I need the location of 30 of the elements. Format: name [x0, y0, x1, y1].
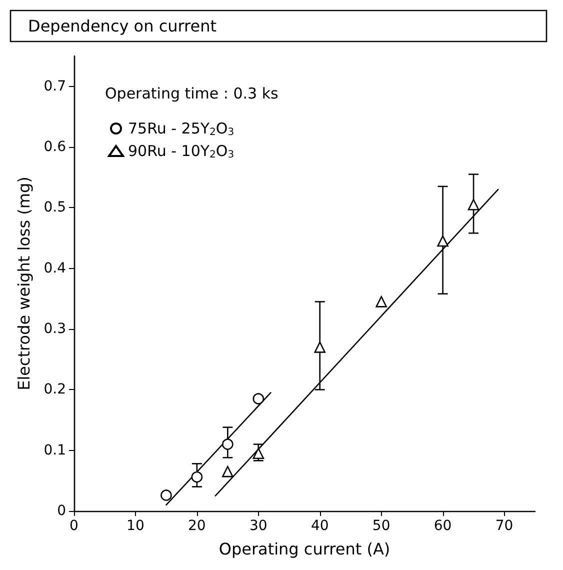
point	[376, 296, 387, 308]
x-tick-label: 60	[434, 518, 452, 534]
x-tick-label: 40	[310, 518, 329, 534]
point	[160, 490, 172, 501]
point	[314, 342, 326, 353]
x-tick-label: 0	[70, 518, 78, 534]
y-tick-label: 0.5	[44, 200, 66, 216]
point	[437, 235, 448, 247]
y-tick-label: 0.3	[44, 321, 66, 337]
point	[252, 448, 264, 460]
point	[252, 393, 264, 404]
x-tick-label: 50	[372, 518, 390, 534]
y-tick-label: 0.1	[44, 442, 66, 458]
x-tick-label: 30	[249, 518, 268, 534]
point	[468, 198, 480, 210]
chart-title: Dependency on current	[28, 16, 217, 36]
y-tick-label: 0.7	[44, 78, 66, 94]
y-tick-label: 0.2	[44, 382, 66, 398]
y-tick-label: 0.4	[44, 260, 66, 276]
y-tick-label: 0	[57, 503, 66, 519]
y-tick-label: 0.6	[44, 139, 66, 155]
x-tick-label: 20	[188, 518, 206, 534]
point	[191, 471, 203, 483]
point	[222, 438, 234, 450]
point	[222, 466, 234, 478]
x-tick-label: 10	[126, 518, 144, 534]
y-axis-title: Electrode weight loss (mg)	[14, 176, 34, 390]
x-axis-title: Operating current (A)	[218, 540, 390, 558]
annotation: Operating time : 0.3 ks	[105, 84, 279, 102]
x-tick-label: 70	[495, 518, 514, 534]
